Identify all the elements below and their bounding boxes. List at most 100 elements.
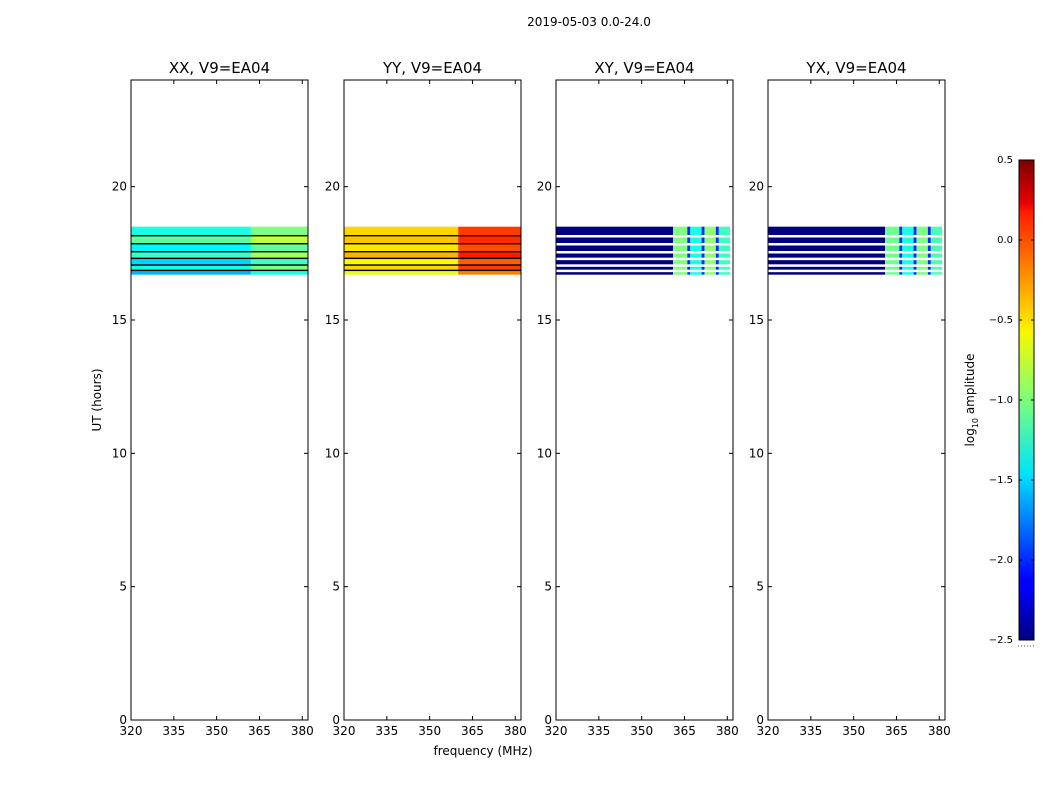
panel-3-frame — [555, 79, 734, 721]
heatmap-cell — [131, 244, 251, 252]
x-tick-label: 320 — [120, 724, 143, 738]
time-gap-line — [556, 235, 733, 238]
heatmap-cell — [131, 252, 251, 259]
x-tick-label: 350 — [418, 724, 441, 738]
y-axis-label: UT (hours) — [90, 368, 104, 431]
heatmap-cell — [768, 252, 886, 259]
y-tick-label: 10 — [749, 446, 764, 460]
colorbar-tick-label: −0.5 — [989, 315, 1013, 326]
colorbar: 0.5 0.0 −0.5 −1.0 −1.5 −2.0 −2.5 log10 amplitu… — [963, 155, 1035, 647]
heatmap-cell — [344, 258, 459, 266]
panel-2-frame — [343, 79, 522, 721]
heatmap-cell — [458, 265, 521, 271]
colorbar-tick-label: −1.0 — [989, 395, 1013, 406]
colorbar-label: log10 amplitude — [963, 354, 980, 447]
y-tick-label: 0 — [544, 713, 552, 727]
x-tick-label: 335 — [162, 724, 185, 738]
colorbar-tick-label: −1.5 — [989, 475, 1013, 486]
heatmap-block — [704, 226, 716, 275]
heatmap-cell — [556, 226, 674, 236]
y-tick-label: 15 — [325, 313, 340, 327]
y-tick-label: 15 — [112, 313, 127, 327]
time-gap-line — [131, 257, 308, 260]
channel-gap — [701, 226, 705, 275]
heatmap-cell — [131, 270, 251, 275]
heatmap-block — [718, 226, 731, 275]
heatmap-cell — [768, 226, 886, 236]
heatmap-cell — [768, 244, 886, 252]
colorbar-tick-label: 0.5 — [997, 155, 1013, 166]
channel-gap — [913, 226, 917, 275]
heatmap-cell — [250, 252, 308, 259]
panel-1-title: XX, V9=EA04 — [169, 59, 270, 77]
time-gap-line — [556, 251, 733, 254]
heatmap-cell — [556, 258, 674, 266]
heatmap-cell — [768, 258, 886, 266]
y-tick-label: 20 — [749, 180, 764, 194]
y-tick-label: 0 — [332, 713, 340, 727]
colorbar-ticks: 0.5 0.0 −0.5 −1.0 −1.5 −2.0 −2.5 — [989, 155, 1034, 646]
heatmap-cell — [458, 244, 521, 252]
channel-gap — [715, 226, 719, 275]
x-tick-label: 350 — [842, 724, 865, 738]
y-tick-label: 15 — [749, 313, 764, 327]
x-tick-label: 335 — [799, 724, 822, 738]
heatmap-cell — [250, 265, 308, 271]
heatmap-cell — [556, 265, 674, 271]
x-tick-label: 320 — [757, 724, 780, 738]
heatmap-cell — [344, 236, 459, 244]
time-gap-line — [344, 235, 521, 237]
x-tick-label: 320 — [545, 724, 568, 738]
y-tick-label: 20 — [325, 180, 340, 194]
time-gap-line — [556, 257, 733, 261]
heatmap-cell — [250, 258, 308, 266]
time-gap-line — [556, 243, 733, 246]
heatmap-block — [885, 226, 900, 275]
time-gap-line — [768, 235, 945, 238]
panel-3-heatmap — [556, 226, 733, 275]
time-gap-line — [768, 257, 945, 261]
time-gap-line — [768, 269, 945, 273]
time-gap-line — [344, 251, 521, 253]
heatmap-block — [673, 226, 688, 275]
time-gap-line — [131, 269, 308, 272]
time-gap-line — [768, 251, 945, 254]
time-gap-line — [556, 269, 733, 273]
panel-1-frame — [130, 79, 309, 721]
heatmap-cell — [556, 236, 674, 244]
time-gap-line — [556, 264, 733, 267]
x-tick-label: 380 — [716, 724, 739, 738]
time-gap-line — [131, 235, 308, 237]
time-gap-line — [131, 251, 308, 253]
panel-2: YY, V9=EA04 320 335 350 365 380 0 5 10 15 20 — [325, 59, 527, 738]
time-gap-line — [344, 269, 521, 272]
colorbar-label-base: log — [963, 428, 977, 446]
x-tick-label: 335 — [375, 724, 398, 738]
colorbar-tick-label: 0.0 — [997, 235, 1013, 246]
x-tick-label: 335 — [587, 724, 610, 738]
heatmap-cell — [344, 252, 459, 259]
y-tick-label: 0 — [119, 713, 127, 727]
x-tick-label: 365 — [248, 724, 271, 738]
heatmap-block — [690, 226, 702, 275]
heatmap-cell — [250, 244, 308, 252]
heatmap-cell — [556, 252, 674, 259]
heatmap-cell — [556, 244, 674, 252]
heatmap-cell — [768, 265, 886, 271]
x-tick-label: 380 — [291, 724, 314, 738]
panel-4-title: YX, V9=EA04 — [805, 59, 906, 77]
heatmap-cell — [250, 270, 308, 275]
y-tick-label: 5 — [119, 580, 127, 594]
heatmap-cell — [131, 265, 251, 271]
colorbar-label-subscript: 10 — [971, 418, 980, 428]
time-gap-line — [768, 243, 945, 246]
panel-2-heatmap — [344, 226, 521, 275]
time-gap-line — [131, 264, 308, 266]
colorbar-tick-label: −2.0 — [989, 555, 1013, 566]
heatmap-cell — [344, 226, 459, 236]
time-gap-line — [344, 257, 521, 260]
heatmap-block — [916, 226, 928, 275]
heatmap-cell — [458, 236, 521, 244]
